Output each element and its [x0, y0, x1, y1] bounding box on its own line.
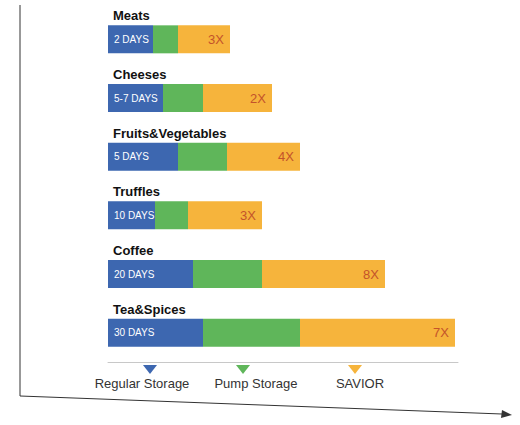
svg-text:8X: 8X: [363, 267, 379, 282]
svg-text:2 DAYS: 2 DAYS: [114, 34, 149, 45]
svg-text:Meats: Meats: [113, 8, 150, 23]
svg-text:5 DAYS: 5 DAYS: [114, 151, 149, 162]
svg-text:Regular Storage: Regular Storage: [95, 376, 190, 391]
svg-text:3X: 3X: [240, 208, 256, 223]
svg-text:5-7 DAYS: 5-7 DAYS: [114, 93, 158, 104]
svg-text:7X: 7X: [433, 325, 449, 340]
svg-text:20 DAYS: 20 DAYS: [114, 269, 155, 280]
svg-text:4X: 4X: [278, 149, 294, 164]
svg-text:10 DAYS: 10 DAYS: [114, 210, 155, 221]
svg-text:Fruits&Vegetables: Fruits&Vegetables: [113, 126, 226, 141]
svg-text:Pump Storage: Pump Storage: [214, 376, 297, 391]
svg-text:SAVIOR: SAVIOR: [336, 376, 384, 391]
svg-text:30 DAYS: 30 DAYS: [114, 327, 155, 338]
svg-text:Tea&Spices: Tea&Spices: [113, 302, 186, 317]
svg-text:3X: 3X: [208, 32, 224, 47]
svg-text:2X: 2X: [250, 91, 266, 106]
svg-text:Coffee: Coffee: [113, 243, 153, 258]
svg-text:Truffles: Truffles: [113, 184, 160, 199]
svg-text:Cheeses: Cheeses: [113, 67, 166, 82]
